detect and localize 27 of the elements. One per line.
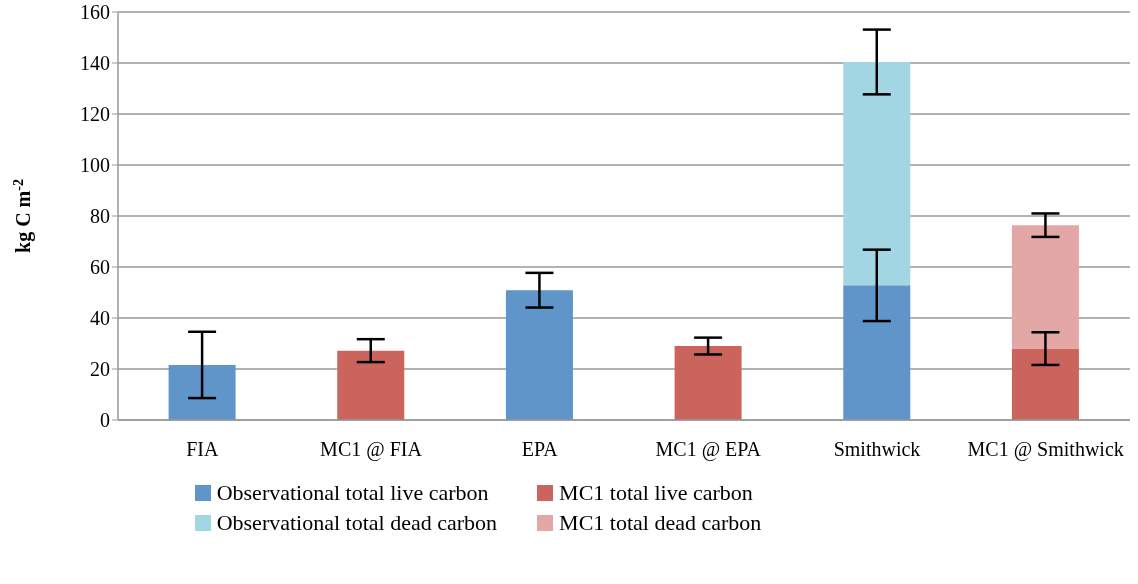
legend-label: Observational total dead carbon — [216, 510, 498, 536]
y-tick-label: 0 — [100, 409, 110, 432]
y-tick-label: 120 — [80, 103, 110, 126]
legend-label: Observational total live carbon — [216, 480, 489, 506]
y-tick-label: 20 — [90, 358, 110, 381]
x-tick-label: Smithwick — [833, 438, 921, 461]
x-tick-label: MC1 @ FIA — [320, 438, 423, 462]
bar — [1011, 225, 1079, 349]
legend-label: MC1 total live carbon — [559, 480, 753, 506]
y-tick-label: 160 — [80, 1, 110, 24]
y-tick-label: 100 — [80, 154, 110, 177]
legend-label: MC1 total dead carbon — [559, 510, 762, 536]
bar — [168, 364, 236, 420]
bar — [1011, 348, 1079, 420]
x-tick-label: FIA — [186, 438, 219, 461]
bar — [843, 285, 911, 420]
bar — [505, 290, 573, 420]
bar — [337, 350, 405, 420]
y-tick-label: 80 — [90, 205, 110, 228]
x-tick-label: MC1 @ EPA — [655, 438, 762, 462]
x-tick-label: MC1 @ Smithwick — [967, 438, 1124, 462]
bar — [674, 346, 742, 420]
y-tick-label: 40 — [90, 307, 110, 330]
bar — [843, 61, 911, 286]
y-tick-label: 140 — [80, 52, 110, 75]
y-tick-label: 60 — [90, 256, 110, 279]
x-tick-label: EPA — [521, 438, 559, 461]
